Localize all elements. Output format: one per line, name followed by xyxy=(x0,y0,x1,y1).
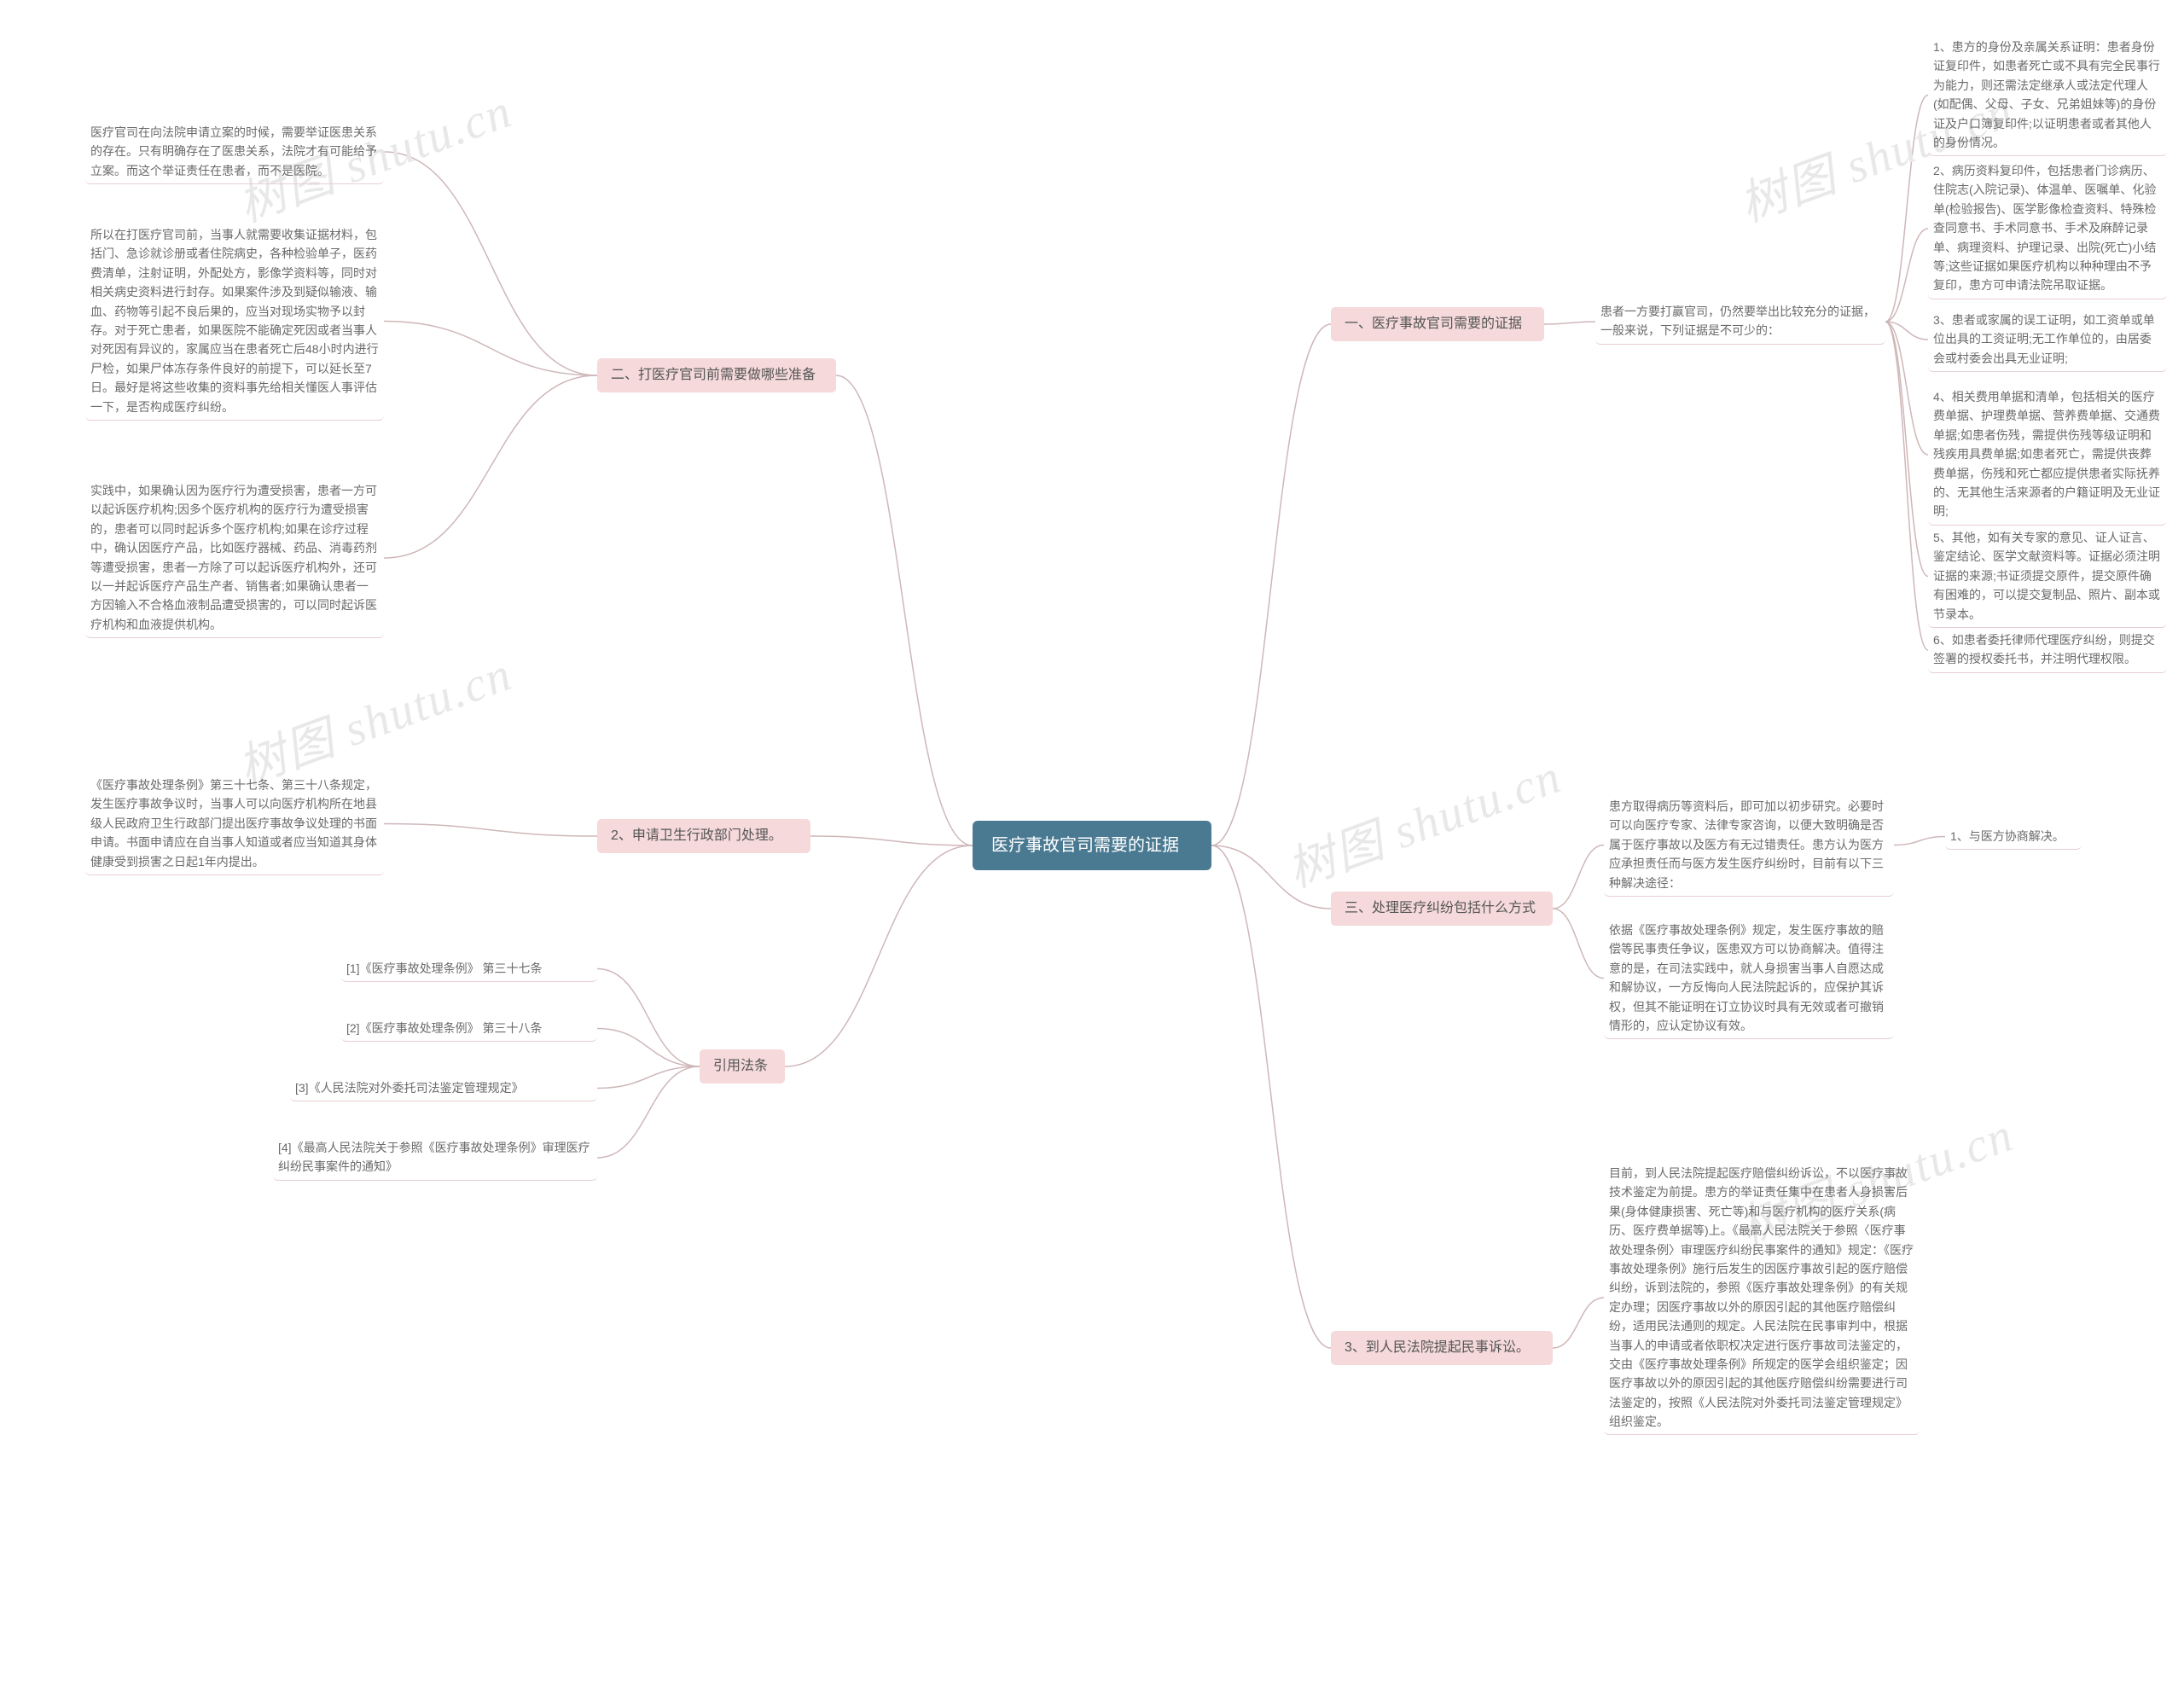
root-node[interactable]: 医疗事故官司需要的证据 xyxy=(973,821,1211,870)
leaf-evidence-3: 3、患者或家属的误工证明，如工资单或单位出具的工资证明;无工作单位的，由居委会或… xyxy=(1928,307,2167,372)
leaf-dispute-2: 依据《医疗事故处理条例》规定，发生医疗事故的赔偿等民事责任争议，医患双方可以协商… xyxy=(1604,917,1894,1039)
leaf-civil-lawsuit-1: 目前，到人民法院提起医疗赔偿纠纷诉讼，不以医疗事故技术鉴定为前提。患方的举证责任… xyxy=(1604,1160,1920,1435)
leaf-admin-1: 《医疗事故处理条例》第三十七条、第三十八条规定，发生医疗事故争议时，当事人可以向… xyxy=(85,772,384,875)
branch-evidence[interactable]: 一、医疗事故官司需要的证据 xyxy=(1331,307,1544,341)
leaf-evidence-6: 6、如患者委托律师代理医疗纠纷，则提交签署的授权委托书，并注明代理权限。 xyxy=(1928,627,2167,673)
leaf-prep-2: 所以在打医疗官司前，当事人就需要收集证据材料，包括门、急诊就诊册或者住院病史，各… xyxy=(85,222,384,421)
leaf-evidence-4: 4、相关费用单据和清单，包括相关的医疗费单据、护理费单据、营养费单据、交通费单据… xyxy=(1928,384,2167,526)
leaf-cite-3: [3]《人民法院对外委托司法鉴定管理规定》 xyxy=(290,1075,597,1101)
branch-preparation[interactable]: 二、打医疗官司前需要做哪些准备 xyxy=(597,358,836,392)
leaf-cite-2: [2]《医疗事故处理条例》 第三十八条 xyxy=(341,1015,597,1042)
leaf-prep-3: 实践中，如果确认因为医疗行为遭受损害，患者一方可以起诉医疗机构;因多个医疗机构的… xyxy=(85,478,384,638)
watermark: 树图 shutu.cn xyxy=(1276,738,1570,901)
leaf-cite-4: [4]《最高人民法院关于参照《医疗事故处理条例》审理医疗纠纷民事案件的通知》 xyxy=(273,1135,597,1181)
leaf-evidence-2: 2、病历资料复印件，包括患者门诊病历、住院志(入院记录)、体温单、医嘱单、化验单… xyxy=(1928,158,2167,299)
branch-admin-dept[interactable]: 2、申请卫生行政部门处理。 xyxy=(597,819,810,853)
leaf-dispute-1: 患方取得病历等资料后，即可加以初步研究。必要时可以向医疗专家、法律专家咨询，以便… xyxy=(1604,793,1894,897)
branch-dispute-methods[interactable]: 三、处理医疗纠纷包括什么方式 xyxy=(1331,892,1553,926)
branch-citations[interactable]: 引用法条 xyxy=(700,1049,785,1084)
leaf-cite-1: [1]《医疗事故处理条例》 第三十七条 xyxy=(341,956,597,982)
leaf-evidence-5: 5、其他，如有关专家的意见、证人证言、鉴定结论、医学文献资料等。证据必须注明证据… xyxy=(1928,525,2167,628)
mindmap-canvas: 树图 shutu.cn 树图 shutu.cn 树图 shutu.cn 树图 s… xyxy=(0,0,2184,1685)
leaf-evidence-intro: 患者一方要打赢官司，仍然要举出比较充分的证据，一般来说，下列证据是不可少的： xyxy=(1595,299,1885,345)
leaf-prep-1: 医疗官司在向法院申请立案的时候，需要举证医患关系的存在。只有明确存在了医患关系，… xyxy=(85,119,384,184)
leaf-evidence-1: 1、患方的身份及亲属关系证明：患者身份证复印件，如患者死亡或不具有完全民事行为能… xyxy=(1928,34,2167,156)
leaf-dispute-1-sub: 1、与医方协商解决。 xyxy=(1945,823,2082,850)
branch-civil-lawsuit[interactable]: 3、到人民法院提起民事诉讼。 xyxy=(1331,1331,1553,1365)
